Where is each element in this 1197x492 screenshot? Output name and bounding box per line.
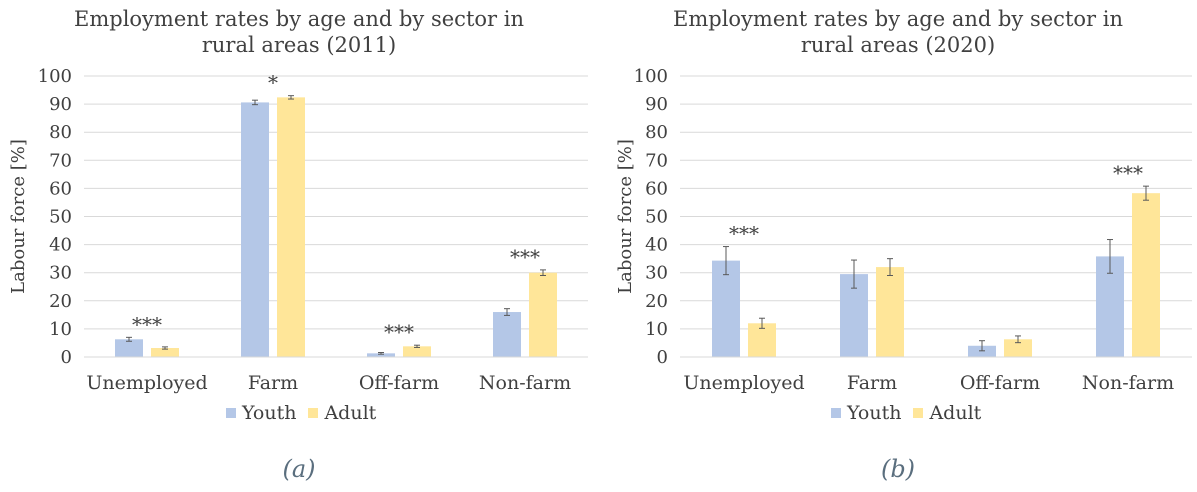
chart-legend: Youth Adult — [226, 402, 376, 424]
legend-swatch-youth — [226, 408, 236, 418]
y-tick-label: 60 — [49, 178, 72, 199]
legend-item-youth: Youth — [831, 402, 901, 424]
chart-svg-2020: 0 10 20 30 40 50 60 70 80 90 100 Labour force [%] **… — [615, 66, 1192, 394]
y-tick-label: 60 — [645, 178, 668, 199]
bar-adult-non-farm — [529, 272, 557, 357]
significance-label: *** — [729, 222, 759, 246]
chart-title: Employment rates by age and by sector in… — [74, 7, 524, 57]
chart-legend: Youth Adult — [831, 402, 981, 424]
bar-youth-off-farm — [367, 353, 395, 357]
legend-label-adult: Adult — [324, 402, 377, 424]
y-tick-label: 20 — [49, 291, 72, 312]
x-tick-label: Unemployed — [86, 372, 207, 394]
legend-label-adult: Adult — [929, 402, 982, 424]
significance-label: * — [268, 71, 278, 95]
y-tick-label: 50 — [49, 207, 72, 228]
bar-adult-non-farm — [1132, 193, 1160, 357]
x-tick-label: Off-farm — [960, 372, 1040, 394]
y-tick-label: 100 — [634, 66, 668, 87]
legend-swatch-adult — [913, 408, 924, 418]
y-tick-label: 40 — [49, 235, 72, 256]
significance-label: *** — [132, 312, 162, 336]
x-tick-label: Unemployed — [683, 372, 804, 394]
x-tick-label: Off-farm — [359, 372, 439, 394]
y-axis-label: Labour force [%] — [615, 139, 636, 294]
y-tick-label: 100 — [38, 66, 72, 87]
bar-youth-off-farm — [968, 345, 996, 357]
bar-adult-unemployed — [151, 348, 179, 357]
legend-item-adult: Adult — [913, 402, 981, 424]
bar-adult-farm — [876, 267, 904, 357]
y-tick-label: 20 — [645, 291, 668, 312]
significance-label: *** — [384, 320, 414, 344]
x-tick-label: Farm — [248, 372, 298, 394]
y-tick-label: 10 — [645, 319, 668, 340]
bar-adult-off-farm — [403, 346, 431, 357]
y-tick-label: 90 — [49, 94, 72, 115]
y-tick-label: 0 — [657, 347, 668, 368]
y-tick-label: 80 — [645, 122, 668, 143]
y-tick-label: 10 — [49, 319, 72, 340]
bar-youth-unemployed — [115, 339, 143, 357]
legend-item-adult: Adult — [308, 402, 376, 424]
bar-adult-farm — [277, 97, 305, 357]
y-tick-label: 40 — [645, 235, 668, 256]
x-tick-label: Non-farm — [1082, 372, 1174, 394]
legend-item-youth: Youth — [226, 402, 296, 424]
legend-swatch-youth — [831, 408, 841, 418]
legend-label-youth: Youth — [242, 402, 297, 424]
y-tick-label: 70 — [49, 150, 72, 171]
y-axis-label: Labour force [%] — [8, 139, 29, 294]
y-tick-label: 0 — [61, 347, 72, 368]
bar-adult-unemployed — [748, 323, 776, 357]
chart-panel-2011: Employment rates by age and by sector in… — [0, 0, 598, 492]
y-tick-label: 30 — [645, 263, 668, 284]
y-tick-label: 80 — [49, 122, 72, 143]
bar-youth-non-farm — [493, 312, 521, 357]
x-tick-label: Farm — [847, 372, 897, 394]
chart-panel-2020: Employment rates by age and by sector in… — [599, 0, 1197, 492]
figure-caption: (a) — [282, 455, 316, 483]
legend-label-youth: Youth — [847, 402, 902, 424]
y-tick-label: 50 — [645, 207, 668, 228]
bar-youth-farm — [241, 102, 269, 357]
bar-adult-off-farm — [1004, 339, 1032, 357]
y-tick-label: 30 — [49, 263, 72, 284]
significance-label: *** — [510, 245, 540, 269]
figure-caption: (b) — [880, 455, 916, 483]
legend-swatch-adult — [308, 408, 319, 418]
x-tick-label: Non-farm — [479, 372, 571, 394]
y-tick-label: 70 — [645, 150, 668, 171]
chart-title: Employment rates by age and by sector in… — [673, 7, 1123, 57]
y-tick-label: 90 — [645, 94, 668, 115]
significance-label: *** — [1113, 161, 1143, 185]
bar-youth-unemployed — [712, 260, 740, 357]
